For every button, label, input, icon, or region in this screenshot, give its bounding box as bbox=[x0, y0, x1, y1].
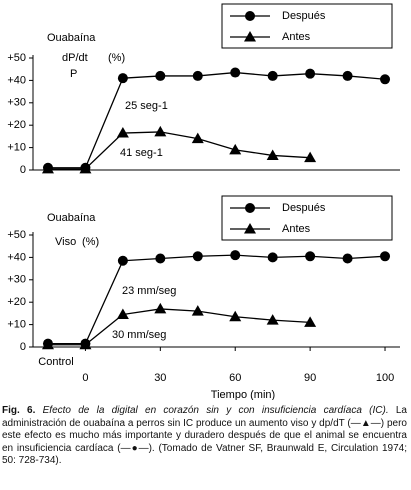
series-line bbox=[47, 71, 386, 169]
series-line bbox=[47, 254, 386, 345]
annotation: Ouabaína bbox=[47, 32, 96, 44]
marker bbox=[79, 338, 92, 350]
y-tick-label: 0 bbox=[20, 341, 26, 353]
caption-label: Fig. 6. bbox=[2, 405, 36, 416]
x-tick-label: 30 bbox=[154, 372, 166, 384]
y-tick-label: +30 bbox=[7, 274, 26, 286]
y-tick-label: +20 bbox=[7, 296, 26, 308]
series-line bbox=[47, 131, 311, 170]
figure: 0 +10 +20 +30 +40 +50 Ouabaína dP/dt (%) P 25 seg-… bbox=[7, 3, 400, 400]
marker bbox=[41, 162, 54, 174]
marker bbox=[192, 251, 203, 262]
marker bbox=[191, 305, 204, 316]
legend-label: Después bbox=[282, 202, 326, 214]
marker bbox=[117, 255, 128, 266]
marker bbox=[305, 251, 316, 262]
annotation: 25 seg-1 bbox=[125, 100, 168, 112]
marker bbox=[230, 250, 241, 261]
annotation: dP/dt bbox=[62, 52, 88, 64]
caption-title: Efecto de la digital en corazón sin y co… bbox=[42, 405, 389, 416]
annotation: (%) bbox=[108, 52, 125, 64]
x-tick-label: 0 bbox=[82, 372, 88, 384]
legend-label: Antes bbox=[282, 31, 311, 43]
annotation: 30 mm/seg bbox=[112, 329, 166, 341]
marker bbox=[245, 11, 255, 21]
marker bbox=[79, 162, 92, 174]
y-tick-label: +40 bbox=[7, 251, 26, 263]
legend-label: Antes bbox=[282, 223, 311, 235]
x-axis-label: Tiempo (min) bbox=[211, 389, 275, 400]
marker bbox=[192, 70, 203, 81]
y-tick-label: +20 bbox=[7, 119, 26, 131]
y-tick-label: +10 bbox=[7, 319, 26, 331]
marker bbox=[244, 31, 256, 42]
series-line bbox=[47, 308, 311, 346]
annotation: P bbox=[70, 68, 77, 80]
marker bbox=[266, 314, 279, 325]
marker bbox=[342, 253, 353, 264]
marker bbox=[154, 302, 167, 314]
marker bbox=[380, 74, 391, 85]
marker bbox=[266, 149, 279, 160]
marker bbox=[380, 251, 391, 262]
annotation: 23 mm/seg bbox=[122, 285, 176, 297]
y-tick-label: 0 bbox=[20, 164, 26, 176]
marker bbox=[116, 127, 129, 138]
marker bbox=[305, 68, 316, 79]
marker bbox=[342, 70, 353, 81]
caption-text: La administración de ouabaína a perros s… bbox=[2, 405, 407, 466]
x-start-label: Control bbox=[38, 356, 73, 368]
marker bbox=[230, 67, 241, 78]
y-tick-label: +30 bbox=[7, 97, 26, 109]
annotation: 41 seg-1 bbox=[120, 147, 163, 159]
marker bbox=[229, 310, 242, 322]
y-tick-label: +50 bbox=[7, 229, 26, 241]
marker bbox=[117, 73, 128, 84]
x-tick-label: 60 bbox=[229, 372, 241, 384]
marker bbox=[41, 338, 54, 350]
marker bbox=[245, 203, 255, 213]
marker bbox=[155, 70, 166, 81]
marker bbox=[267, 252, 278, 263]
y-tick-label: +10 bbox=[7, 142, 26, 154]
marker bbox=[229, 143, 242, 155]
marker bbox=[304, 151, 317, 163]
marker bbox=[191, 132, 204, 144]
y-tick-label: +50 bbox=[7, 52, 26, 64]
caption: Fig. 6. Efecto de la digital en corazón … bbox=[2, 405, 407, 468]
marker bbox=[304, 316, 317, 327]
annotation: (%) bbox=[82, 236, 99, 248]
x-tick-label: 90 bbox=[304, 372, 316, 384]
marker bbox=[267, 70, 278, 81]
marker bbox=[116, 308, 129, 320]
annotation: Viso bbox=[55, 236, 76, 248]
marker bbox=[154, 125, 167, 137]
annotation: Ouabaína bbox=[47, 212, 96, 224]
marker bbox=[244, 223, 256, 234]
x-tick-label: 100 bbox=[376, 372, 394, 384]
marker bbox=[155, 253, 166, 264]
y-tick-label: +40 bbox=[7, 74, 26, 86]
legend-label: Después bbox=[282, 10, 326, 22]
